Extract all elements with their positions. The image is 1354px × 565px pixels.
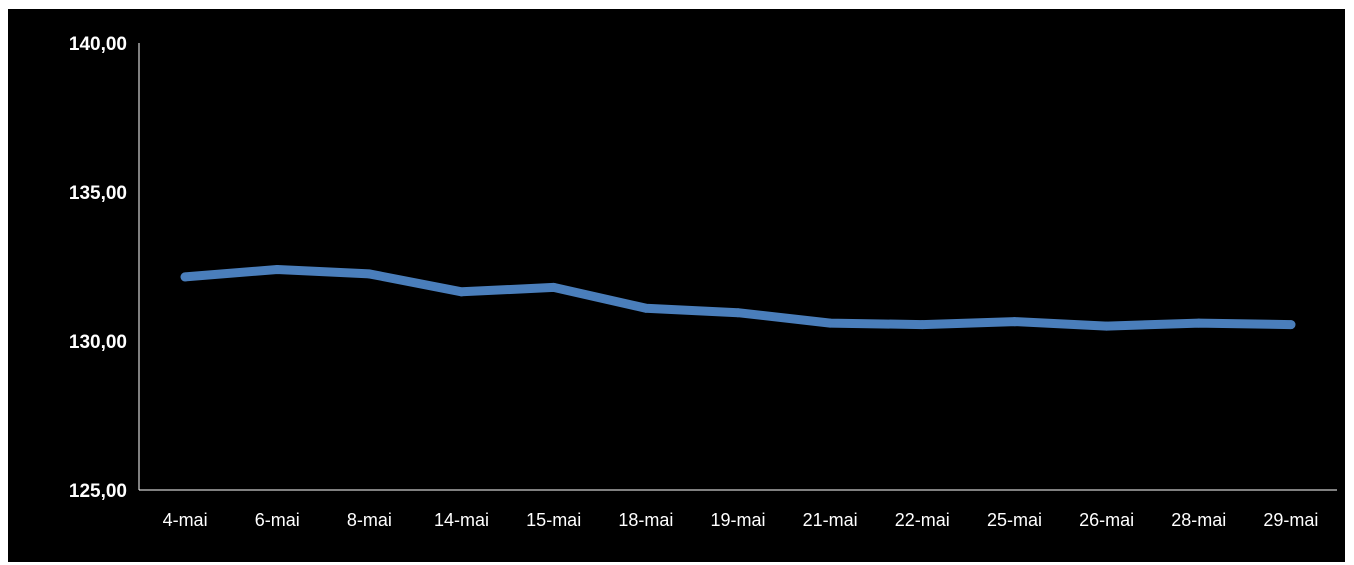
x-tick-label: 26-mai	[1079, 510, 1134, 530]
x-tick-label: 21-mai	[803, 510, 858, 530]
y-axis: 125,00 130,00 135,00 140,00	[69, 34, 140, 502]
data-point	[1102, 321, 1112, 331]
data-point	[1194, 318, 1204, 328]
x-tick-label: 19-mai	[710, 510, 765, 530]
x-tick-label: 25-mai	[987, 510, 1042, 530]
data-point	[825, 318, 835, 328]
series-group	[180, 264, 1296, 331]
data-point	[180, 272, 190, 282]
data-point	[641, 303, 651, 313]
x-tick-label: 15-mai	[526, 510, 581, 530]
data-point	[364, 269, 374, 279]
series-line	[180, 265, 1296, 331]
x-tick-label: 14-mai	[434, 510, 489, 530]
y-tick-label: 130,00	[69, 332, 127, 353]
data-point	[1286, 320, 1296, 330]
x-tick-label: 18-mai	[618, 510, 673, 530]
x-axis: 4-mai 6-mai 8-mai 14-mai 15-mai 18-mai 19-mai 2…	[139, 489, 1337, 530]
data-point	[549, 282, 559, 292]
data-point	[917, 320, 927, 330]
y-tick-label: 135,00	[69, 183, 127, 204]
y-tick-label: 125,00	[69, 481, 127, 502]
data-point	[733, 308, 743, 318]
x-tick-label: 6-mai	[255, 510, 300, 530]
data-point	[457, 287, 467, 297]
x-tick-label: 8-mai	[347, 510, 392, 530]
data-point	[272, 264, 282, 274]
x-tick-label: 4-mai	[163, 510, 208, 530]
y-tick-label: 140,00	[69, 34, 127, 55]
x-tick-label: 28-mai	[1171, 510, 1226, 530]
x-tick-label: 22-mai	[895, 510, 950, 530]
data-point	[1009, 317, 1019, 327]
x-tick-label: 29-mai	[1263, 510, 1318, 530]
chart-background	[8, 9, 1345, 562]
